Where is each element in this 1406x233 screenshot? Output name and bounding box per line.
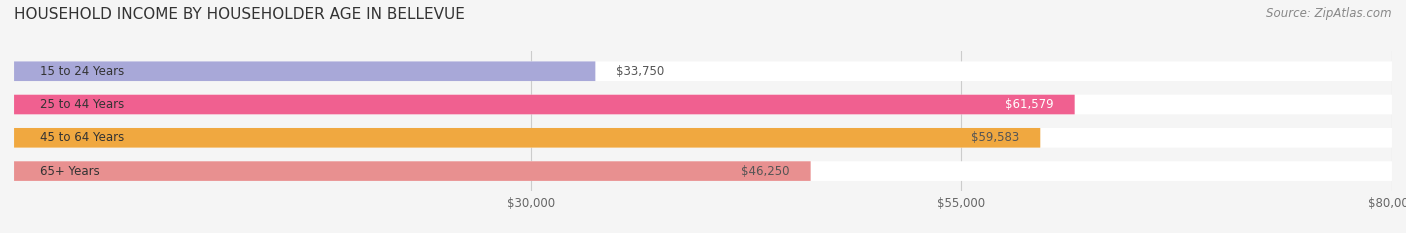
FancyBboxPatch shape [14, 161, 1392, 181]
FancyBboxPatch shape [14, 128, 1040, 148]
Text: 25 to 44 Years: 25 to 44 Years [39, 98, 124, 111]
Text: $59,583: $59,583 [972, 131, 1019, 144]
FancyBboxPatch shape [14, 95, 1392, 114]
Text: HOUSEHOLD INCOME BY HOUSEHOLDER AGE IN BELLEVUE: HOUSEHOLD INCOME BY HOUSEHOLDER AGE IN B… [14, 7, 465, 22]
FancyBboxPatch shape [14, 95, 1074, 114]
Text: 65+ Years: 65+ Years [39, 164, 100, 178]
Text: Source: ZipAtlas.com: Source: ZipAtlas.com [1267, 7, 1392, 20]
FancyBboxPatch shape [14, 62, 1392, 81]
FancyBboxPatch shape [14, 62, 595, 81]
FancyBboxPatch shape [14, 161, 811, 181]
Text: $61,579: $61,579 [1005, 98, 1054, 111]
Text: $46,250: $46,250 [741, 164, 790, 178]
Text: $33,750: $33,750 [616, 65, 664, 78]
Text: 45 to 64 Years: 45 to 64 Years [39, 131, 124, 144]
FancyBboxPatch shape [14, 128, 1392, 148]
Text: 15 to 24 Years: 15 to 24 Years [39, 65, 124, 78]
